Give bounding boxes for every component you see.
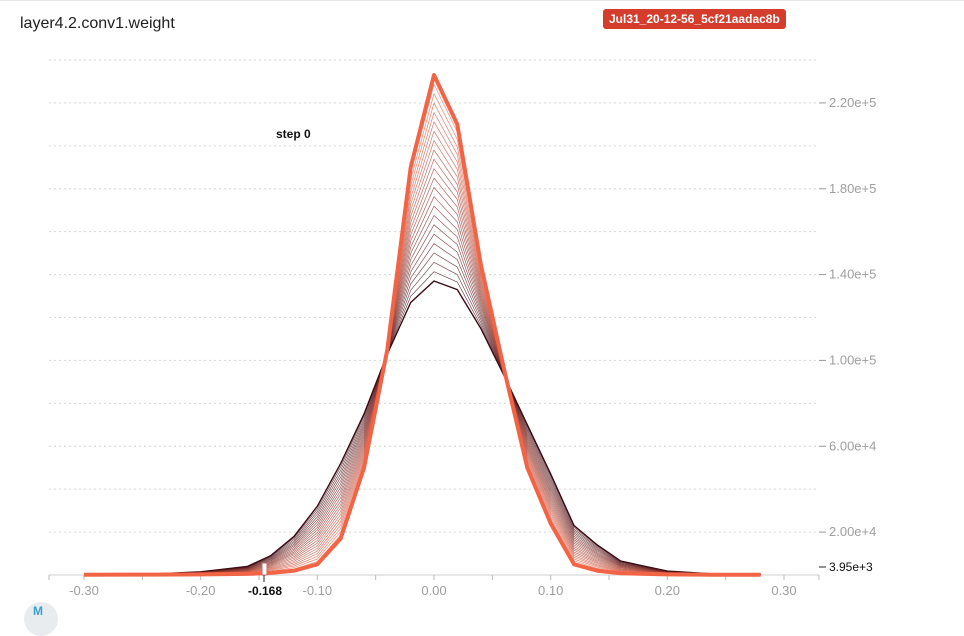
y-tick-label: 1.40e+5 xyxy=(829,267,876,282)
series-line-intermediate-step xyxy=(83,271,761,575)
series-line-intermediate-step xyxy=(83,215,761,575)
avatar-icon: M xyxy=(33,604,43,618)
hover-y-value: 3.95e+3 xyxy=(829,560,873,574)
y-tick-label: 6.00e+4 xyxy=(829,438,876,453)
series-line-first-step xyxy=(83,280,761,576)
series-line-intermediate-step xyxy=(83,130,761,576)
x-tick-label: 0.20 xyxy=(655,583,680,598)
hover-step-label: step 0 xyxy=(276,127,311,141)
series-line-intermediate-step xyxy=(83,243,761,575)
series-line-intermediate-step xyxy=(83,93,761,576)
chart-title: layer4.2.conv1.weight xyxy=(20,15,175,32)
hover-x-value: -0.168 xyxy=(248,584,282,598)
series-line-intermediate-step xyxy=(83,121,761,576)
grid-lines xyxy=(49,59,819,533)
series-line-intermediate-step xyxy=(83,252,761,575)
series-line-last-step xyxy=(83,73,761,577)
top-divider xyxy=(0,0,964,1)
series-line-intermediate-step xyxy=(83,205,761,575)
series-line-intermediate-step xyxy=(83,224,761,575)
hover-x-bg xyxy=(240,582,290,598)
histogram-series xyxy=(83,73,761,577)
x-tick-label: -0.10 xyxy=(303,583,333,598)
x-tick-label: -0.30 xyxy=(69,583,99,598)
series-line-intermediate-step xyxy=(83,84,761,576)
y-tick-label: 2.20e+5 xyxy=(829,95,876,110)
x-tick-label: 0.10 xyxy=(538,583,563,598)
x-tick-label: 0.00 xyxy=(421,583,446,598)
hover-readout: step 0 -0.168 3.95e+3 xyxy=(240,127,873,598)
histogram-chart[interactable]: 2.00e+4 6.00e+4 1.00e+5 1.40e+5 1.80e+5 2.20e… xyxy=(0,0,964,613)
series-line-intermediate-step xyxy=(83,112,761,576)
run-badge[interactable]: Jul31_20-12-56_5cf21aadac8b xyxy=(603,9,786,29)
series-line-intermediate-step xyxy=(83,233,761,575)
hover-marker xyxy=(261,562,268,576)
x-tick-label: 0.30 xyxy=(771,583,796,598)
x-tick-label: -0.20 xyxy=(186,583,216,598)
y-tick-label: 1.00e+5 xyxy=(829,352,876,367)
series-line-intermediate-step xyxy=(83,102,761,576)
series-line-intermediate-step xyxy=(83,261,761,575)
y-tick-label: 2.00e+4 xyxy=(829,524,876,539)
y-tick-label: 1.80e+5 xyxy=(829,181,876,196)
